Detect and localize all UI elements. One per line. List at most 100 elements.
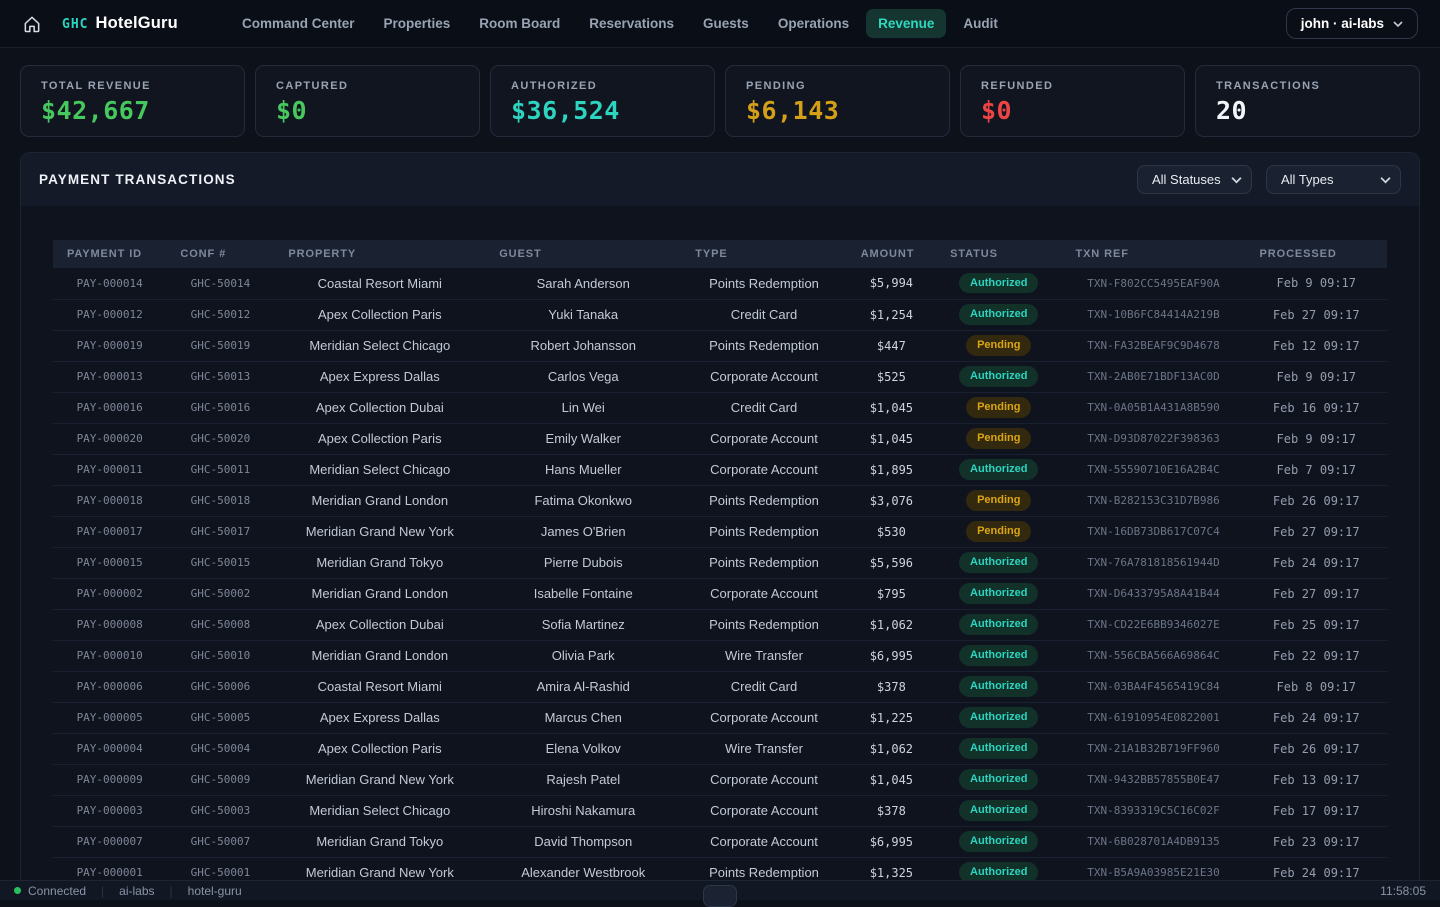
status-badge: Authorized (959, 552, 1039, 573)
statusbar-divider: | (169, 883, 173, 898)
guest-cell: Rajesh Patel (485, 764, 682, 796)
type-cell: Credit Card (681, 671, 847, 703)
nav-item-guests[interactable]: Guests (703, 16, 749, 31)
nav-item-reservations[interactable]: Reservations (589, 16, 675, 31)
payment-id-cell: PAY-000010 (53, 640, 167, 672)
processed-cell: Feb 24 09:17 (1245, 702, 1387, 734)
user-menu-button[interactable]: john · ai-labs (1285, 8, 1418, 39)
guest-cell: Hiroshi Nakamura (485, 795, 682, 827)
column-header-conf-: CONF # (166, 240, 275, 268)
processed-cell: Feb 26 09:17 (1245, 485, 1387, 517)
payment-id-cell: PAY-000003 (53, 795, 167, 827)
txn-ref-cell: TXN-2AB0E71BDF13AC0D (1061, 361, 1246, 393)
column-header-status: STATUS (936, 240, 1062, 268)
table-header-row: PAYMENT ID CONF # PROPERTY GUEST TYPE AMOUNT S… (53, 240, 1387, 268)
status-cell: Authorized (936, 547, 1062, 579)
nav-item-room-board[interactable]: Room Board (479, 16, 561, 31)
nav-item-operations[interactable]: Operations (777, 16, 850, 31)
status-badge: Authorized (959, 707, 1039, 728)
guest-cell: Olivia Park (485, 640, 682, 672)
amount-cell: $378 (846, 671, 937, 703)
filters: All Statuses All Types (1137, 165, 1401, 194)
guest-cell: Carlos Vega (485, 361, 682, 393)
type-cell: Corporate Account (681, 454, 847, 486)
payment-id-cell: PAY-000011 (53, 454, 167, 486)
status-cell: Authorized (936, 671, 1062, 703)
payment-id-cell: PAY-000007 (53, 826, 167, 858)
status-cell: Authorized (936, 826, 1062, 858)
conf-cell: GHC-50015 (166, 547, 275, 579)
txn-ref-cell: TXN-FA32BEAF9C9D4678 (1061, 330, 1246, 362)
table-row: PAY-000018 GHC-50018 Meridian Grand London… (53, 485, 1387, 517)
nav-items: Command Center Properties Room Board Reserv… (230, 9, 1010, 38)
guest-cell: Elena Volkov (485, 733, 682, 765)
property-cell: Apex Express Dallas (274, 702, 486, 734)
conf-cell: GHC-50010 (166, 640, 275, 672)
status-badge: Authorized (959, 800, 1039, 821)
type-cell: Points Redemption (681, 330, 847, 362)
property-cell: Meridian Grand New York (274, 516, 486, 548)
table-row: PAY-000019 GHC-50019 Meridian Select Chica… (53, 330, 1387, 362)
amount-cell: $795 (846, 578, 937, 610)
conf-cell: GHC-50016 (166, 392, 275, 424)
processed-cell: Feb 9 09:17 (1245, 268, 1387, 300)
processed-cell: Feb 24 09:17 (1245, 547, 1387, 579)
processed-cell: Feb 16 09:17 (1245, 392, 1387, 424)
guest-cell: Amira Al-Rashid (485, 671, 682, 703)
statusbar-org: ai-labs (119, 883, 155, 898)
nav-item-revenue[interactable]: Revenue (866, 9, 947, 38)
property-cell: Apex Collection Dubai (274, 392, 486, 424)
property-cell: Meridian Grand Tokyo (274, 547, 486, 579)
processed-cell: Feb 27 09:17 (1245, 578, 1387, 610)
amount-cell: $1,062 (846, 609, 937, 641)
type-cell: Points Redemption (681, 609, 847, 641)
statusbar-center-button[interactable] (703, 885, 737, 907)
status-badge: Pending (966, 335, 1032, 356)
txn-ref-cell: TXN-8393319C5C16C02F (1061, 795, 1246, 827)
status-cell: Authorized (936, 795, 1062, 827)
table-row: PAY-000015 GHC-50015 Meridian Grand Tokyo P… (53, 547, 1387, 579)
status-cell: Pending (936, 392, 1062, 424)
conf-cell: GHC-50019 (166, 330, 275, 362)
status-cell: Pending (936, 330, 1062, 362)
status-badge: Authorized (959, 459, 1039, 480)
conf-cell: GHC-50004 (166, 733, 275, 765)
amount-cell: $3,076 (846, 485, 937, 517)
status-cell: Pending (936, 423, 1062, 455)
connection-status-dot (14, 887, 21, 894)
type-filter-select[interactable]: All Types (1266, 165, 1401, 194)
txn-ref-cell: TXN-D93D87022F398363 (1061, 423, 1246, 455)
txn-ref-cell: TXN-03BA4F4565419C84 (1061, 671, 1246, 703)
nav-item-audit[interactable]: Audit (963, 16, 998, 31)
type-filter-wrap: All Types (1266, 165, 1401, 194)
table-row: PAY-000010 GHC-50010 Meridian Grand London… (53, 640, 1387, 672)
conf-cell: GHC-50007 (166, 826, 275, 858)
stat-card-refunded: REFUNDED $0 (960, 65, 1185, 137)
table-row: PAY-000013 GHC-50013 Apex Express Dallas Ca… (53, 361, 1387, 393)
user-menu-label: john · ai-labs (1300, 16, 1384, 31)
conf-cell: GHC-50006 (166, 671, 275, 703)
status-badge: Authorized (959, 304, 1039, 325)
home-button[interactable] (22, 13, 44, 35)
status-filter-wrap: All Statuses (1137, 165, 1252, 194)
status-filter-select[interactable]: All Statuses (1137, 165, 1252, 194)
guest-cell: Fatima Okonkwo (485, 485, 682, 517)
guest-cell: Marcus Chen (485, 702, 682, 734)
conf-cell: GHC-50003 (166, 795, 275, 827)
stat-card-authorized: AUTHORIZED $36,524 (490, 65, 715, 137)
guest-cell: Emily Walker (485, 423, 682, 455)
type-cell: Corporate Account (681, 795, 847, 827)
processed-cell: Feb 27 09:17 (1245, 516, 1387, 548)
amount-cell: $6,995 (846, 826, 937, 858)
property-cell: Meridian Grand London (274, 640, 486, 672)
property-cell: Meridian Grand New York (274, 764, 486, 796)
nav-item-properties[interactable]: Properties (383, 16, 451, 31)
nav-item-command-center[interactable]: Command Center (241, 16, 355, 31)
amount-cell: $1,045 (846, 392, 937, 424)
stat-value: $42,667 (41, 96, 150, 125)
guest-cell: Pierre Dubois (485, 547, 682, 579)
property-cell: Meridian Grand London (274, 485, 486, 517)
conf-cell: GHC-50014 (166, 268, 275, 300)
property-cell: Meridian Grand London (274, 578, 486, 610)
processed-cell: Feb 22 09:17 (1245, 640, 1387, 672)
